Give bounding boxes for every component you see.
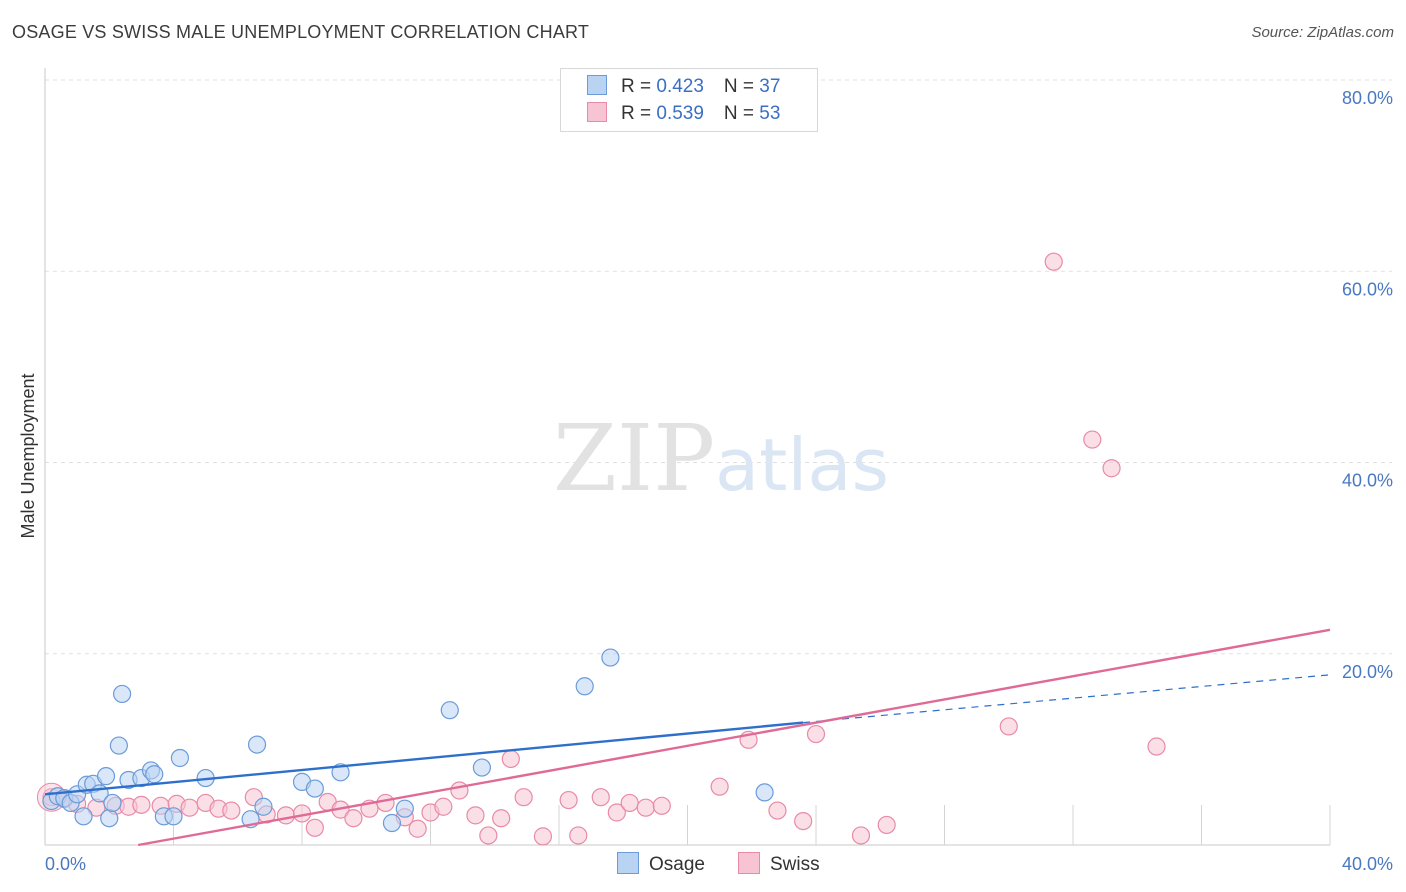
y-tick-label: 80.0% (1342, 88, 1393, 108)
swiss-point-12 (222, 801, 241, 820)
swiss-point-27 (450, 781, 469, 800)
swiss-point-32 (514, 788, 533, 807)
y-tick-label: 60.0% (1342, 279, 1393, 299)
legend-row-osage: R = 0.423 N = 37 (587, 75, 780, 101)
legend-n-label: N = (723, 76, 760, 97)
swiss-point-24 (408, 819, 427, 838)
swiss-point-20 (344, 809, 363, 828)
legend-n-value: 53 (759, 103, 781, 124)
legend-r-label: R = (621, 76, 657, 97)
bottom-legend-swatch-osage (617, 852, 639, 874)
swiss-point-47 (877, 815, 896, 835)
swiss-point-22 (376, 793, 395, 813)
osage-point-23 (247, 735, 267, 754)
swiss-point-33 (533, 827, 553, 846)
osage-point-11 (103, 793, 122, 813)
swiss-point-48 (999, 717, 1018, 736)
swiss-point-41 (710, 777, 729, 796)
osage-point-20 (170, 748, 190, 768)
swiss-point-17 (305, 818, 324, 837)
legend-swatch-osage (587, 75, 607, 95)
legend-n-value: 37 (759, 76, 781, 97)
swiss-point-36 (591, 788, 610, 807)
swiss-point-49 (1044, 252, 1063, 271)
correlation-legend: R = 0.423 N = 37 R = 0.539 N = 53 (560, 68, 818, 132)
osage-point-32 (575, 677, 594, 696)
legend-n-label: N = (723, 103, 760, 124)
osage-point-13 (112, 684, 132, 704)
swiss-point-30 (492, 809, 511, 828)
y-axis-title: Male Unemployment (18, 373, 38, 538)
chart-source: Source: ZipAtlas.com (1251, 24, 1394, 41)
swiss-point-28 (466, 806, 485, 825)
osage-trend-dashed (803, 674, 1331, 724)
swiss-points (36, 252, 1166, 846)
swiss-point-34 (559, 790, 578, 810)
osage-point-19 (164, 807, 183, 826)
osage-point-28 (382, 813, 402, 833)
swiss-point-46 (851, 826, 871, 845)
swiss-trend-solid (137, 628, 1331, 847)
swiss-point-39 (636, 798, 655, 817)
bottom-legend-swiss: Swiss (738, 852, 820, 876)
osage-point-27 (331, 763, 350, 782)
swiss-point-15 (276, 806, 296, 825)
osage-point-17 (145, 765, 164, 784)
swiss-point-40 (652, 796, 671, 815)
tick-labels: 20.0% 40.0% 60.0% 80.0% 0.0% 40.0% (45, 88, 1393, 874)
osage-point-29 (395, 799, 414, 818)
bottom-legend-swatch-swiss (738, 852, 760, 874)
osage-point-9 (96, 767, 116, 786)
swiss-point-26 (434, 797, 453, 816)
swiss-point-45 (806, 724, 826, 744)
osage-point-31 (472, 758, 491, 777)
trend-lines (44, 628, 1331, 847)
swiss-point-31 (501, 749, 520, 769)
axes (44, 68, 1331, 846)
swiss-point-43 (768, 801, 787, 820)
x-tick-label: 40.0% (1342, 854, 1393, 874)
swiss-point-52 (1147, 737, 1166, 756)
legend-row-swiss: R = 0.539 N = 53 (587, 102, 780, 128)
grid-lines (45, 79, 1392, 655)
chart-title: OSAGE VS SWISS MALE UNEMPLOYMENT CORRELA… (12, 22, 590, 42)
swiss-point-51 (1102, 459, 1121, 478)
y-tick-label: 40.0% (1342, 471, 1393, 491)
osage-point-26 (305, 779, 324, 798)
osage-point-24 (254, 797, 273, 816)
watermark-zip: ZIP (553, 405, 715, 512)
osage-point-34 (755, 783, 774, 802)
swiss-point-50 (1083, 430, 1102, 449)
osage-point-5 (74, 807, 93, 826)
bottom-legend-label-swiss: Swiss (770, 854, 820, 875)
osage-point-10 (100, 809, 119, 828)
swiss-point-6 (132, 795, 151, 814)
swiss-point-37 (607, 803, 626, 822)
watermark: ZIP atlas (553, 405, 889, 512)
osage-trend-solid (44, 721, 804, 796)
swiss-point-9 (180, 798, 199, 817)
legend-r-value: 0.423 (656, 76, 704, 97)
osage-points (42, 648, 774, 833)
bottom-legend-osage: Osage (617, 852, 705, 876)
osage-point-30 (440, 701, 459, 720)
swiss-point-38 (620, 793, 639, 813)
osage-point-33 (601, 648, 620, 667)
bottom-legend-label-osage: Osage (649, 854, 705, 875)
swiss-point-35 (569, 826, 588, 845)
legend-r-label: R = (621, 103, 657, 124)
legend-swatch-swiss (587, 102, 607, 122)
osage-point-12 (109, 736, 128, 755)
x-tick-label: 0.0% (45, 854, 86, 874)
swiss-point-44 (794, 811, 813, 831)
watermark-atlas: atlas (715, 423, 889, 507)
y-tick-label: 20.0% (1342, 662, 1393, 682)
swiss-point-29 (479, 826, 498, 845)
legend-r-value: 0.539 (656, 103, 704, 124)
